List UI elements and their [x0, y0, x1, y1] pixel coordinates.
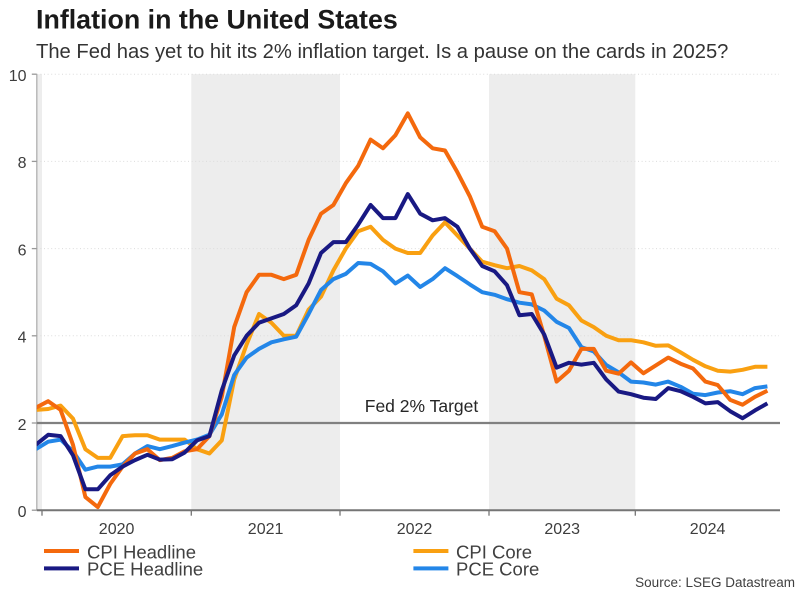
svg-text:Fed 2% Target: Fed 2% Target: [365, 396, 479, 416]
svg-text:2021: 2021: [248, 521, 284, 538]
svg-text:2022: 2022: [397, 521, 433, 538]
svg-text:Source: LSEG Datastream: Source: LSEG Datastream: [635, 575, 795, 590]
svg-text:2023: 2023: [544, 521, 580, 538]
svg-text:0: 0: [18, 504, 27, 521]
svg-text:CPI Headline: CPI Headline: [87, 542, 196, 563]
svg-text:6: 6: [18, 242, 27, 259]
svg-text:10: 10: [9, 68, 27, 85]
svg-text:2024: 2024: [690, 521, 726, 538]
svg-text:PCE Core: PCE Core: [456, 559, 539, 580]
svg-text:4: 4: [18, 330, 27, 347]
svg-text:CPI Core: CPI Core: [456, 542, 532, 563]
svg-text:Inflation in the United States: Inflation in the United States: [36, 5, 398, 35]
svg-text:PCE Headline: PCE Headline: [87, 559, 203, 580]
svg-text:The Fed has yet to hit its 2%: The Fed has yet to hit its 2% inflation …: [36, 41, 728, 63]
svg-text:8: 8: [18, 155, 27, 172]
svg-text:2020: 2020: [99, 521, 135, 538]
svg-text:2: 2: [18, 417, 27, 434]
